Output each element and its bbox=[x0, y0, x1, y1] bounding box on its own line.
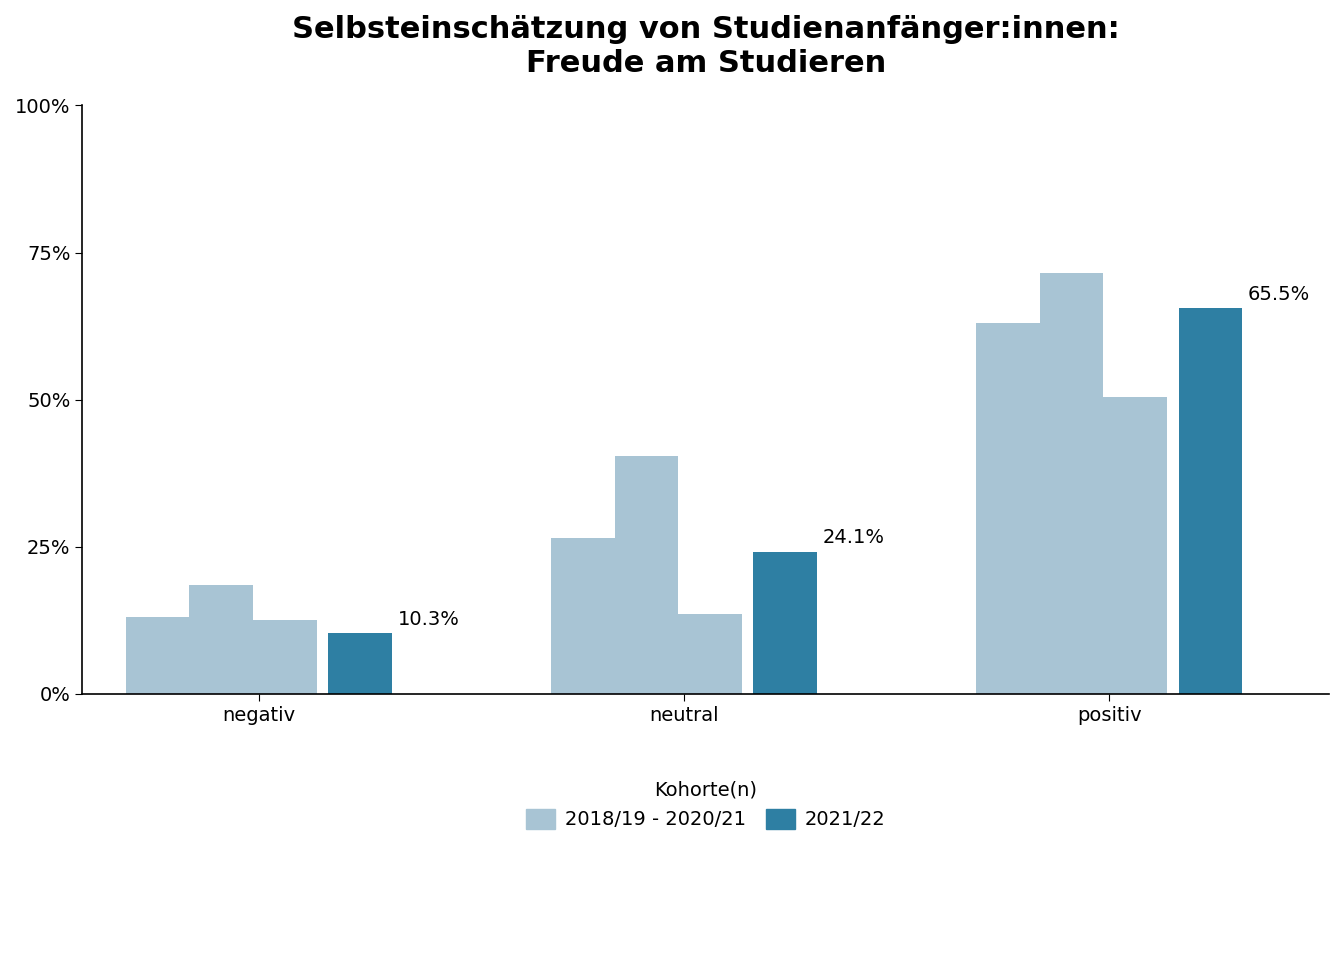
Text: 10.3%: 10.3% bbox=[398, 610, 460, 629]
Title: Selbsteinschätzung von Studienanfänger:innen:
Freude am Studieren: Selbsteinschätzung von Studienanfänger:i… bbox=[292, 15, 1120, 78]
Bar bbox=[614, 456, 679, 694]
Bar bbox=[1179, 308, 1242, 694]
Bar bbox=[126, 617, 190, 694]
Bar bbox=[1040, 273, 1103, 694]
Legend: 2018/19 - 2020/21, 2021/22: 2018/19 - 2020/21, 2021/22 bbox=[526, 780, 886, 829]
Bar bbox=[551, 538, 614, 694]
Bar bbox=[253, 620, 317, 694]
Bar bbox=[328, 634, 392, 694]
Text: 24.1%: 24.1% bbox=[823, 528, 884, 547]
Text: 65.5%: 65.5% bbox=[1249, 285, 1310, 303]
Bar bbox=[754, 552, 817, 694]
Bar bbox=[190, 585, 253, 694]
Bar bbox=[976, 324, 1040, 694]
Bar bbox=[679, 614, 742, 694]
Bar bbox=[1103, 396, 1167, 694]
